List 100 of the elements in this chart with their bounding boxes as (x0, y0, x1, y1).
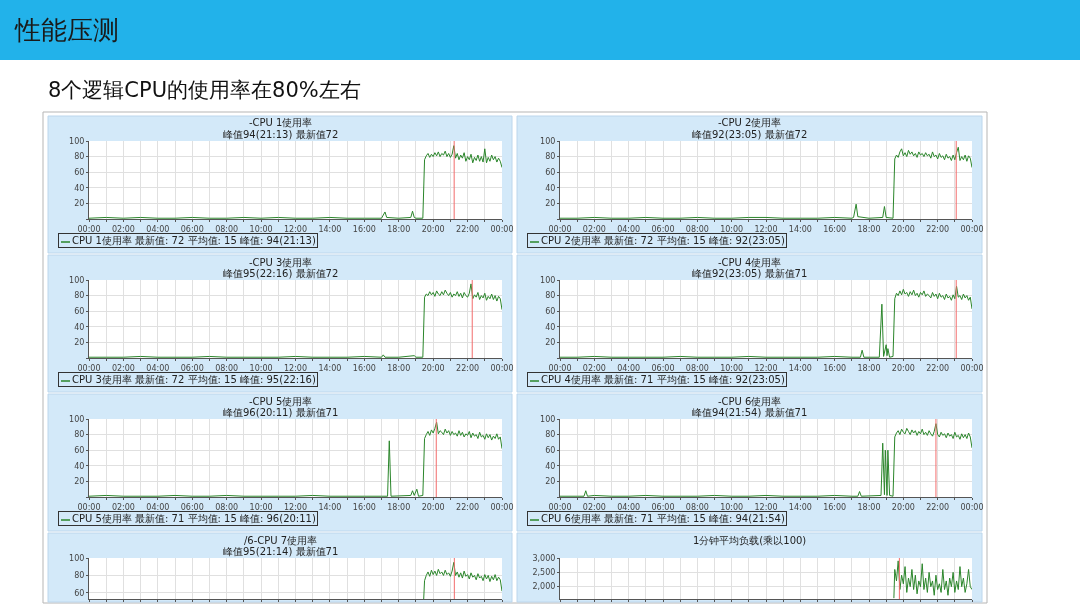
x-tick-label: 00:00 (77, 363, 101, 373)
y-tick-label: 100 (540, 275, 556, 285)
y-tick-label: 80 (74, 291, 85, 301)
x-tick-label: 20:00 (421, 224, 445, 234)
x-tick-label: 00:00 (960, 502, 984, 512)
x-tick-label: 12:00 (283, 224, 308, 234)
x-tick-label: 06:00 (180, 502, 204, 512)
x-tick-label: 00:00 (548, 363, 572, 373)
y-tick-label: 100 (69, 414, 85, 424)
text: 性能压测 (14, 15, 119, 45)
x-tick-label: 12:00 (283, 502, 308, 512)
x-tick-label: 10:00 (720, 502, 744, 512)
x-tick-label: 08:00 (685, 224, 709, 234)
line-series (893, 560, 972, 599)
y-tick-label: 40 (545, 322, 556, 332)
x-tick-label: 02:00 (111, 363, 135, 373)
x-tick-label: 22:00 (456, 224, 480, 234)
y-tick-label: 60 (74, 307, 85, 316)
x-tick-label: 00:00 (960, 224, 984, 234)
x-tick-label: 08:00 (215, 363, 239, 373)
x-tick-label: 10:00 (720, 224, 744, 234)
legend-label: CPU 2使用率 最新值: 72 平均值: 15 峰值: 92(23:05) (529, 235, 785, 246)
x-tick-label: 22:00 (926, 224, 950, 234)
y-tick-label: 40 (74, 183, 85, 193)
legend-label: CPU 4使用率 最新值: 71 平均值: 15 峰值: 92(23:05) (529, 374, 785, 385)
y-tick-label: 20 (545, 199, 556, 209)
x-tick-label: 08:00 (215, 224, 239, 234)
x-tick-label: 00:00 (490, 224, 514, 234)
y-tick-label: 100 (69, 136, 85, 146)
x-tick-label: 22:00 (926, 363, 950, 373)
x-tick-label: 00:00 (548, 224, 572, 234)
x-tick-label: 08:00 (685, 363, 709, 373)
x-tick-label: 06:00 (180, 363, 204, 373)
x-tick-label: 14:00 (318, 224, 342, 234)
x-tick-label: 18:00 (857, 502, 881, 512)
x-tick-label: 02:00 (582, 502, 606, 512)
x-tick-label: 22:00 (456, 363, 480, 373)
x-tick-label: 06:00 (180, 224, 204, 234)
legend-label: CPU 3使用率 最新值: 72 平均值: 15 峰值: 95(22:16) (60, 374, 316, 385)
x-tick-label: 12:00 (754, 224, 778, 234)
x-tick-label: 14:00 (318, 363, 342, 373)
x-tick-label: 14:00 (318, 502, 342, 512)
chart-title: -CPU 2使用率 (718, 117, 782, 128)
x-tick-label: 08:00 (215, 502, 239, 512)
y-tick-label: 20 (74, 199, 85, 209)
y-tick-label: 60 (545, 168, 556, 177)
x-tick-label: 00:00 (960, 363, 984, 373)
chart-subtitle: 峰值96(20:11) 最新值71 (223, 407, 339, 418)
y-tick-label: 20 (545, 338, 556, 348)
y-tick-label: 80 (545, 152, 556, 162)
x-tick-label: 00:00 (548, 502, 572, 512)
chart-subtitle: 峰值92(23:05) 最新值71 (692, 268, 808, 279)
chart-subtitle: 峰值94(21:13) 最新值72 (223, 129, 339, 140)
x-tick-label: 10:00 (249, 502, 273, 512)
chart-title: -CPU 1使用率 (249, 117, 313, 128)
chart-subtitle: 峰值95(21:14) 最新值71 (223, 546, 339, 557)
x-tick-label: 04:00 (146, 502, 170, 512)
y-tick-label: 2,500 (532, 568, 556, 578)
y-tick-label: 100 (540, 136, 556, 146)
x-tick-label: 04:00 (146, 363, 170, 373)
x-tick-label: 18:00 (387, 224, 411, 234)
y-tick-label: 80 (74, 152, 85, 162)
legend-label: CPU 6使用率 最新值: 71 平均值: 15 峰值: 94(21:54) (529, 513, 785, 524)
y-tick-label: 100 (540, 414, 556, 424)
text: 8个逻辑CPU的使用率在80%左右 (48, 78, 361, 102)
x-tick-label: 06:00 (651, 224, 675, 234)
chart-title: -CPU 6使用率 (718, 396, 782, 407)
x-tick-label: 04:00 (617, 224, 641, 234)
chart-title: /6-CPU 7使用率 (244, 535, 318, 546)
y-tick-label: 100 (69, 553, 85, 563)
x-tick-label: 06:00 (651, 363, 675, 373)
x-tick-label: 04:00 (617, 502, 641, 512)
chart-subtitle: 峰值95(22:16) 最新值72 (223, 268, 339, 279)
x-tick-label: 20:00 (421, 502, 445, 512)
y-tick-label: 80 (74, 430, 85, 440)
x-tick-label: 04:00 (146, 224, 170, 234)
line-series (423, 561, 502, 599)
y-tick-label: 20 (545, 477, 556, 487)
x-tick-label: 00:00 (77, 224, 101, 234)
y-tick-label: 3,000 (532, 553, 556, 563)
x-tick-label: 10:00 (249, 363, 273, 373)
y-tick-label: 40 (74, 322, 85, 332)
x-tick-label: 14:00 (788, 224, 812, 234)
x-tick-label: 10:00 (249, 224, 273, 234)
x-tick-label: 00:00 (490, 502, 514, 512)
x-tick-label: 06:00 (651, 502, 675, 512)
x-tick-label: 16:00 (823, 502, 847, 512)
x-tick-label: 16:00 (352, 224, 376, 234)
chart-title: -CPU 3使用率 (249, 257, 313, 268)
y-tick-label: 40 (545, 183, 556, 193)
x-tick-label: 02:00 (582, 224, 606, 234)
y-tick-label: 2,000 (532, 582, 556, 592)
x-tick-label: 22:00 (456, 502, 480, 512)
x-tick-label: 22:00 (926, 502, 950, 512)
x-tick-label: 10:00 (720, 363, 744, 373)
x-tick-label: 04:00 (617, 363, 641, 373)
x-tick-label: 18:00 (857, 224, 881, 234)
x-tick-label: 16:00 (823, 363, 847, 373)
y-tick-label: 60 (74, 446, 85, 455)
y-tick-label: 20 (74, 477, 85, 487)
